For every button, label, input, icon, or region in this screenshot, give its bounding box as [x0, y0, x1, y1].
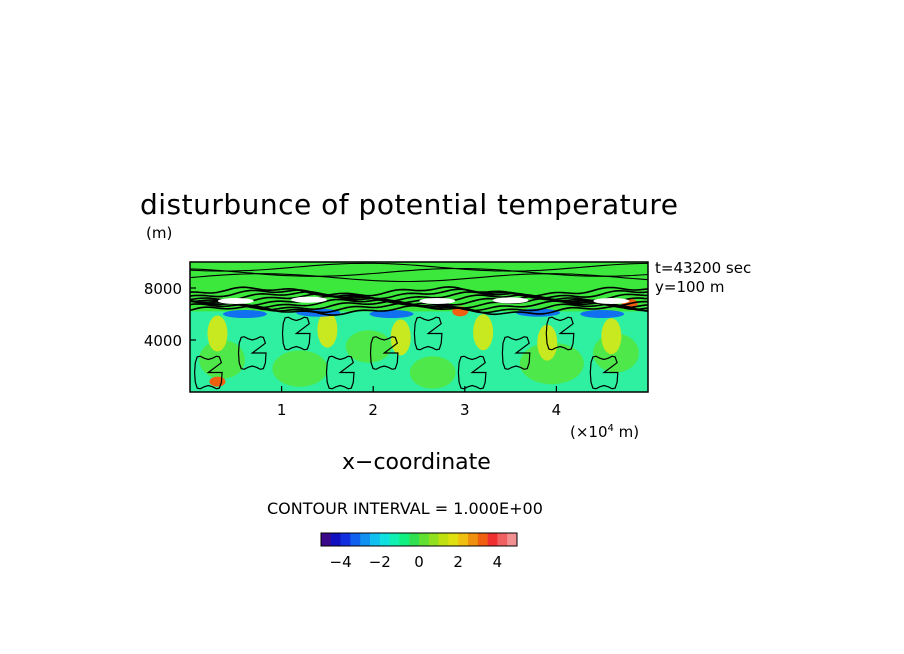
- upper-contour: [190, 262, 648, 272]
- colorbar-swatch: [448, 533, 459, 546]
- x-tick-label: 3: [460, 401, 470, 419]
- field-contour: [325, 355, 355, 390]
- field-band-lens: [593, 298, 630, 304]
- colorbar-tick-label: 0: [414, 553, 424, 571]
- colorbar-swatch: [477, 533, 488, 546]
- colorbar-swatch: [379, 533, 390, 546]
- upper-contour: [190, 267, 648, 277]
- colorbar-tick-label: 4: [493, 553, 503, 571]
- y-axis-ticks: 4000 8000: [144, 280, 196, 350]
- inversion-contour: [190, 293, 648, 305]
- y-axis-unit: (m): [146, 224, 173, 242]
- colorbar-swatch: [399, 533, 410, 546]
- colorbar-swatch: [507, 533, 518, 546]
- field-band-lens: [492, 297, 529, 304]
- colorbar-swatch: [468, 533, 479, 546]
- colorbar-swatch: [428, 533, 439, 546]
- x-axis-label: x−coordinate: [342, 450, 491, 475]
- field-contour: [457, 355, 487, 390]
- inversion-contour: [190, 295, 648, 307]
- field-contour: [237, 336, 267, 370]
- plot-frame: [189, 261, 649, 393]
- field-cold-anomaly: [369, 310, 414, 318]
- field-contour: [281, 316, 311, 351]
- x-tick-label: 4: [552, 401, 562, 419]
- field-contour: [589, 355, 619, 390]
- field-patch: [519, 342, 584, 385]
- field-warm-plume: [473, 314, 494, 351]
- field-patch: [409, 356, 456, 389]
- colorbar: −4 −2 0 2 4: [320, 532, 518, 571]
- colorbar-swatch: [360, 533, 371, 546]
- colorbar-swatch: [340, 533, 351, 546]
- x-tick-label: 2: [368, 401, 378, 419]
- field-cold-anomaly: [222, 310, 267, 318]
- colorbar-tick-label: −4: [330, 553, 352, 571]
- y-tick-label: 8000: [144, 280, 182, 298]
- field-warm-plume: [390, 319, 411, 356]
- colorbar-swatch: [487, 533, 498, 546]
- colorbar-swatch: [438, 533, 449, 546]
- inversion-contour: [190, 297, 648, 309]
- colorbar-swatch: [419, 533, 430, 546]
- field-patch: [345, 330, 392, 363]
- colorbar-swatch: [409, 533, 420, 546]
- colorbar-swatch: [350, 533, 361, 546]
- colorbar-frame: [320, 532, 518, 547]
- field-band-lens: [291, 296, 328, 303]
- field-warm-plume: [317, 311, 338, 348]
- contour-interval-label: CONTOUR INTERVAL = 1.000E+00: [267, 499, 543, 518]
- field-patch: [272, 350, 328, 387]
- upper-contour: [190, 273, 648, 283]
- field-band-lens: [217, 298, 254, 304]
- inversion-contour: [190, 288, 648, 300]
- inversion-contour: [190, 286, 648, 298]
- field-contour: [413, 316, 443, 351]
- colorbar-swatch: [330, 533, 341, 546]
- x-tick-label: 1: [277, 401, 287, 419]
- colorbar-swatch: [389, 533, 400, 546]
- y-position-annotation: y=100 m: [655, 278, 725, 296]
- colorbar-swatch: [370, 533, 381, 546]
- x-axis-unit: (×104 m): [570, 423, 640, 441]
- colorbar-swatch: [321, 533, 332, 546]
- field-cold-anomaly: [580, 310, 625, 318]
- colorbar-swatch: [458, 533, 469, 546]
- field-warm-plume: [207, 315, 228, 352]
- time-annotation: t=43200 sec: [655, 259, 752, 277]
- field-contour: [545, 316, 575, 351]
- y-tick-label: 4000: [144, 332, 182, 350]
- field-patch: [199, 340, 245, 379]
- colorbar-tick-label: 2: [453, 553, 463, 571]
- chart-title: disturbunce of potential temperature: [140, 188, 679, 221]
- field-hot-anomaly: [209, 376, 226, 387]
- contour-field: [190, 262, 648, 392]
- field-band-lens: [419, 298, 456, 304]
- field-contour: [193, 355, 223, 390]
- colorbar-tick-label: −2: [369, 553, 391, 571]
- field-warm-plume: [601, 318, 622, 355]
- colorbar-swatch: [497, 533, 508, 546]
- inversion-contour: [190, 290, 648, 302]
- field-contour: [369, 336, 399, 370]
- field-contour: [501, 336, 531, 370]
- x-axis-ticks: 1 2 3 4: [277, 386, 561, 419]
